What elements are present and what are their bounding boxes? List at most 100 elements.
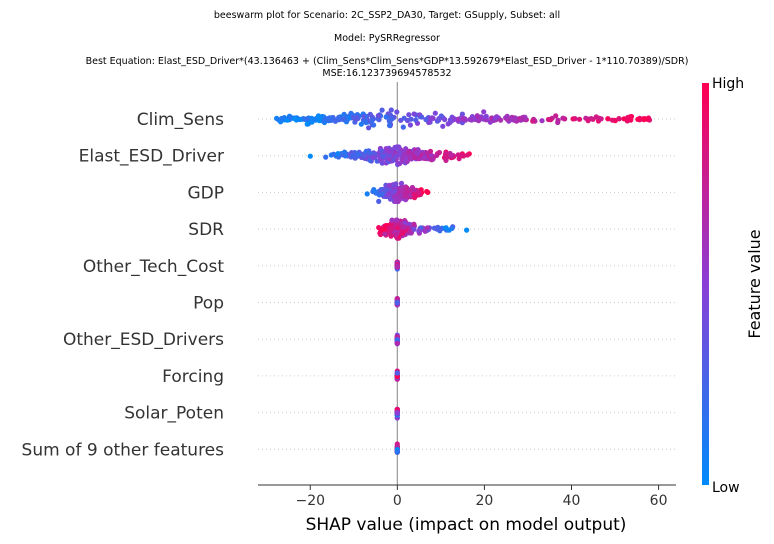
shap-point <box>398 180 405 186</box>
shap-point <box>548 117 554 123</box>
shap-point <box>344 118 350 124</box>
shap-point <box>382 231 388 237</box>
shap-point <box>434 118 440 124</box>
shap-point <box>460 115 466 122</box>
shap-point <box>307 153 313 159</box>
shap-point <box>443 157 449 163</box>
shap-point <box>400 153 407 160</box>
shap-point <box>570 116 576 122</box>
feature-label: Clim_Sens <box>137 110 224 130</box>
shap-point <box>416 228 422 234</box>
colorbar <box>702 83 709 485</box>
shap-point <box>394 341 400 347</box>
feature-label: Forcing <box>162 367 224 387</box>
shap-point <box>376 198 382 204</box>
shap-point <box>363 148 369 154</box>
shap-point <box>401 115 407 121</box>
shap-point <box>388 107 394 113</box>
feature-label: Other_ESD_Drivers <box>63 330 224 350</box>
shap-point <box>616 116 622 122</box>
shap-point <box>381 226 387 232</box>
shap-point <box>562 116 568 122</box>
shap-point <box>397 193 403 200</box>
shap-point <box>474 113 480 119</box>
shap-point <box>411 154 418 161</box>
shap-point <box>395 225 401 231</box>
shap-point <box>419 114 425 120</box>
shap-point <box>430 115 436 121</box>
feature-label: SDR <box>188 220 224 240</box>
shap-point <box>423 116 429 123</box>
shap-point <box>328 115 334 121</box>
shap-point <box>440 123 446 129</box>
shap-point <box>464 152 471 158</box>
shap-point <box>394 217 400 223</box>
shap-point <box>315 117 321 123</box>
shap-point <box>428 152 434 158</box>
shap-point <box>442 116 448 123</box>
shap-point <box>401 224 407 230</box>
shap-point <box>397 160 403 167</box>
shap-point <box>367 111 373 117</box>
shap-point <box>438 113 444 119</box>
shap-point <box>406 148 412 155</box>
shap-point <box>361 153 367 159</box>
shap-point <box>609 117 616 123</box>
shap-point <box>432 110 438 116</box>
shap-point <box>297 116 303 123</box>
shap-point <box>539 118 545 124</box>
shap-point <box>576 116 583 122</box>
x-tick-label: −20 <box>295 493 325 509</box>
shap-point <box>392 145 399 151</box>
shap-point <box>411 226 417 232</box>
shap-point <box>388 226 394 232</box>
shap-point <box>386 191 392 197</box>
shap-point <box>394 449 400 455</box>
shap-point <box>363 118 369 124</box>
shap-point <box>416 156 422 162</box>
shap-point <box>411 191 417 197</box>
shap-point <box>408 116 414 122</box>
shap-point <box>456 156 462 162</box>
shap-point <box>304 121 310 127</box>
shap-point <box>403 193 409 199</box>
shap-point <box>379 107 385 113</box>
shap-point <box>366 125 372 131</box>
x-tick-label: 40 <box>563 493 581 509</box>
feature-label: Pop <box>193 294 224 314</box>
colorbar-low-label: Low <box>712 480 740 496</box>
shap-point <box>492 115 498 121</box>
shap-point <box>519 115 525 121</box>
shap-point <box>628 116 634 122</box>
feature-rows: Clim_Sens Elast_ESD_Driver GDP SDR Other_Tec… <box>22 110 676 460</box>
chart-title-line3: Best Equation: Elast_ESD_Driver*(43.1364… <box>85 56 689 67</box>
shap-point <box>384 152 390 158</box>
shap-point <box>378 231 384 238</box>
shap-point <box>585 118 591 124</box>
chart-title-line4: MSE:16.123739694578532 <box>322 68 452 79</box>
shap-point <box>504 113 510 119</box>
chart-title-line2: Model: PySRRegressor <box>334 33 440 44</box>
shap-point <box>383 114 389 120</box>
shap-point <box>424 188 430 195</box>
shap-point <box>406 112 412 118</box>
shap-point <box>389 116 395 122</box>
shap-point <box>309 116 316 122</box>
chart-title-line1: beeswarm plot for Scenario: 2C_SSP2_DA30… <box>213 10 561 21</box>
shap-point <box>394 198 400 204</box>
shap-point <box>393 181 399 187</box>
shap-point <box>378 148 384 154</box>
shap-point <box>593 114 599 120</box>
shap-point <box>394 409 400 415</box>
feature-label: Solar_Poten <box>124 404 224 424</box>
shap-point <box>437 226 443 232</box>
shap-point <box>413 117 419 123</box>
shap-point <box>598 116 604 122</box>
shap-point <box>436 149 442 156</box>
shap-point <box>555 117 561 123</box>
shap-point <box>464 227 470 233</box>
shap-point <box>335 151 341 157</box>
colorbar-title: Feature value <box>745 229 764 338</box>
shap-point <box>530 118 536 124</box>
